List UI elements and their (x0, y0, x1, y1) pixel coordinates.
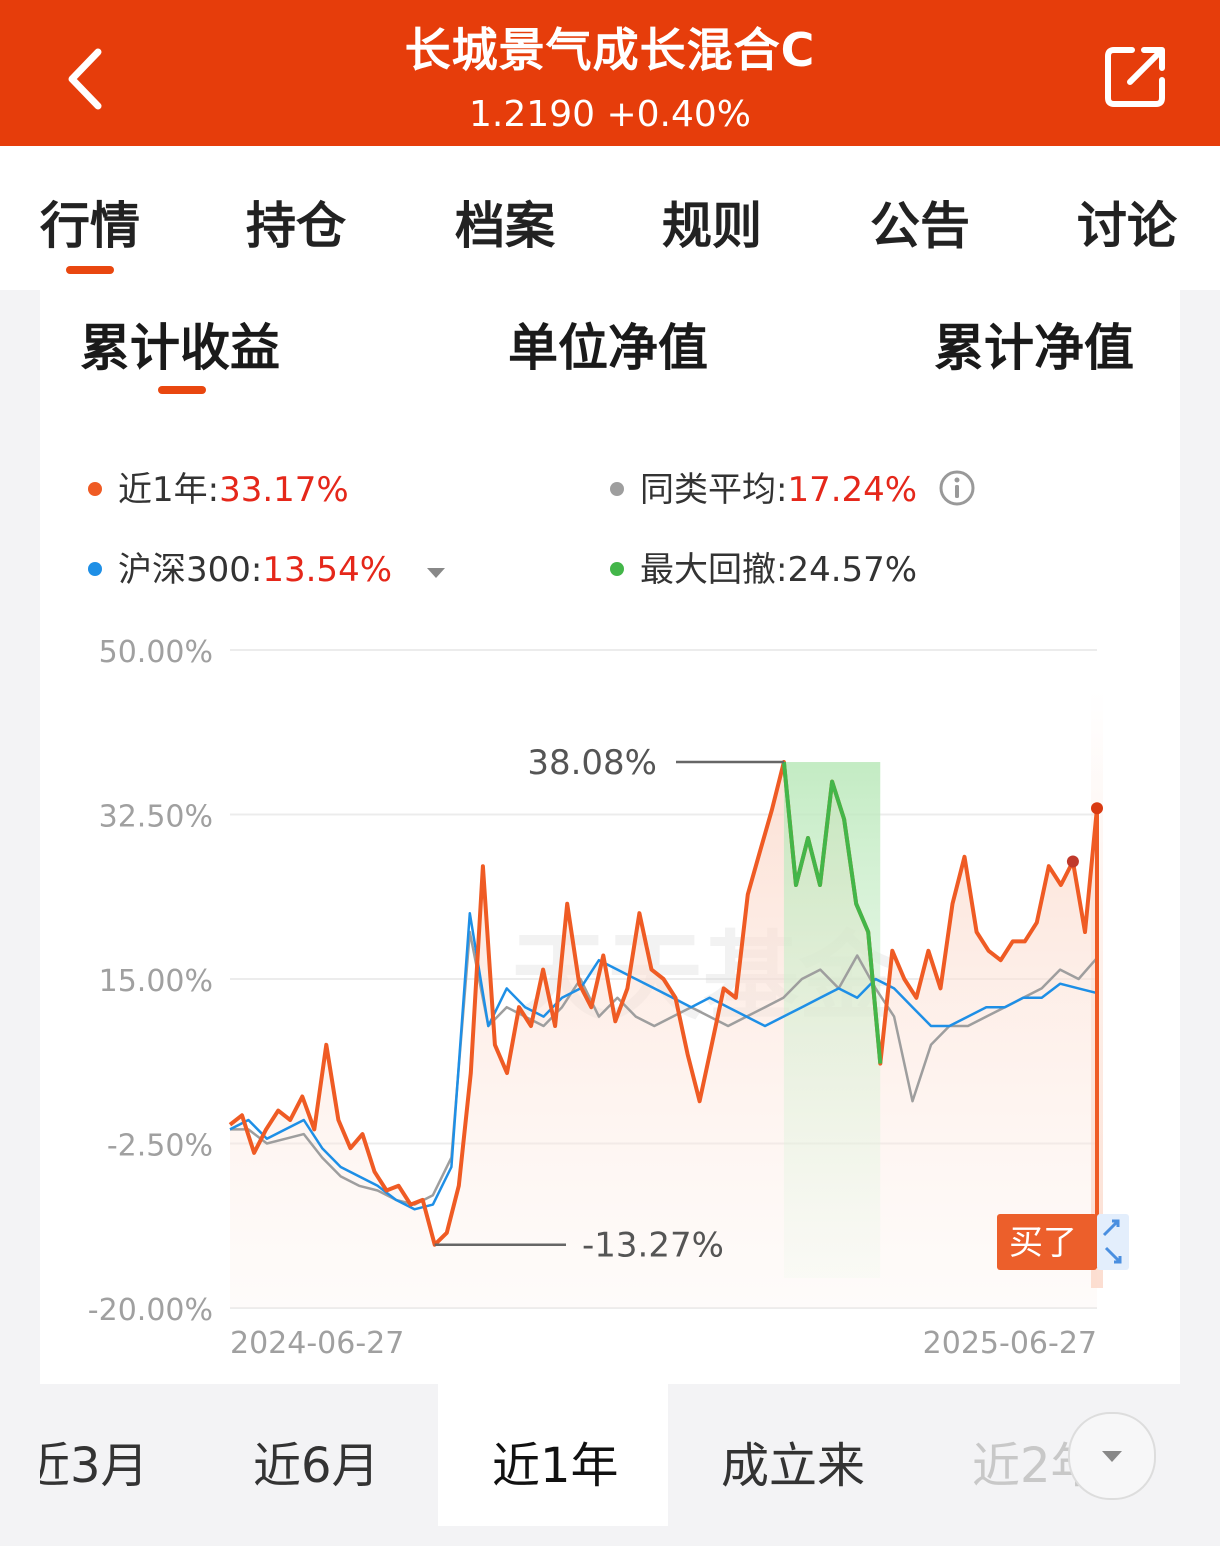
buy-badge[interactable]: 买了 (997, 1214, 1129, 1270)
tab-active-indicator (66, 266, 114, 274)
range-1y[interactable]: 近1年 (492, 1438, 619, 1494)
y-tick-label: 50.00% (99, 635, 213, 670)
nav-value: 1.2190 +0.40% (469, 94, 751, 135)
range-active-bg (438, 1384, 668, 1526)
header: 长城景气成长混合C 1.2190 +0.40% (0, 0, 1220, 146)
min-annotation-label: -13.27% (582, 1226, 724, 1266)
legend-index-value: 13.54% (262, 550, 393, 590)
tab-profile[interactable]: 档案 (455, 197, 555, 255)
legend-fund-label: 近1年: (118, 470, 220, 510)
tab-discussion[interactable]: 讨论 (1077, 197, 1177, 255)
legend-dot-index (88, 561, 102, 576)
csi300-line (229, 911, 1098, 1211)
legend-dot-drawdown (610, 561, 624, 576)
caret-down-icon (1102, 1451, 1122, 1462)
expand-ranges-button[interactable] (1068, 1412, 1156, 1500)
legend-peer-label: 同类平均: (640, 470, 788, 510)
max-annotation-label: 38.08% (527, 743, 657, 783)
drawdown-area (783, 762, 881, 1278)
tab-announcements[interactable]: 公告 (870, 197, 970, 255)
info-icon[interactable] (938, 469, 976, 507)
legend-drawdown: 最大回撤:24.57% (610, 542, 917, 591)
range-selector: 近3月 近6月 近1年 成立来 近2年 (0, 1384, 1220, 1546)
arrow-icon (1102, 1219, 1120, 1237)
range-6m[interactable]: 近6月 (253, 1438, 380, 1494)
subtab-unit-nav[interactable]: 单位净值 (508, 319, 708, 377)
tab-holdings[interactable]: 持仓 (246, 197, 346, 255)
y-tick-label: -2.50% (107, 1129, 213, 1164)
legend-fund-value: 33.17% (219, 470, 349, 510)
subtab-cumulative-nav[interactable]: 累计净值 (934, 319, 1134, 377)
tab-market[interactable]: 行情 (40, 197, 140, 255)
legend-drawdown-value: 24.57% (787, 550, 918, 590)
x-tick-label: 2025-06-27 (923, 1326, 1097, 1361)
caret-down-icon[interactable] (421, 562, 451, 582)
y-tick-label: -20.00% (88, 1293, 213, 1328)
page-title: 长城景气成长混合C (404, 23, 816, 77)
share-icon[interactable] (1104, 44, 1168, 108)
fund-end-dot (1091, 802, 1103, 815)
drawdown-line (781, 761, 883, 1064)
chart-card: 累计收益 单位净值 累计净值 近1年:33.17% 同类平均:17.24% 沪深… (40, 290, 1180, 1384)
legend-dot-peer (610, 481, 624, 496)
range-3m[interactable]: 近3月 (22, 1438, 149, 1494)
trade-marker (1066, 855, 1079, 868)
legend-fund: 近1年:33.17% (88, 462, 349, 511)
main-tabs: 行情 持仓 档案 规则 公告 讨论 (0, 146, 1220, 290)
buy-badge-label: 买了 (1009, 1223, 1077, 1263)
legend-index-label: 沪深300: (118, 550, 263, 590)
range-since-inception[interactable]: 成立来 (721, 1438, 866, 1494)
cumulative-return-chart[interactable]: 50.00%32.50%15.00%-2.50%-20.00% 天天基金 38.… (40, 290, 1180, 1384)
y-tick-label: 15.00% (99, 964, 213, 999)
y-tick-label: 32.50% (99, 800, 213, 835)
legend-peer-value: 17.24% (787, 470, 918, 510)
peer-average-line (230, 930, 1098, 1206)
subtab-cumulative-return[interactable]: 累计收益 (80, 319, 280, 377)
subtab-active-indicator (158, 386, 206, 394)
legend-dot-fund (88, 481, 102, 496)
legend-index[interactable]: 沪深300:13.54% (88, 542, 451, 591)
x-tick-label: 2024-06-27 (230, 1326, 404, 1361)
chevron-left-icon[interactable] (62, 44, 122, 114)
tab-rules[interactable]: 规则 (662, 197, 762, 255)
legend-drawdown-label: 最大回撤: (640, 550, 788, 590)
fund-line (228, 760, 1099, 1247)
legend-peer: 同类平均:17.24% (610, 462, 976, 511)
